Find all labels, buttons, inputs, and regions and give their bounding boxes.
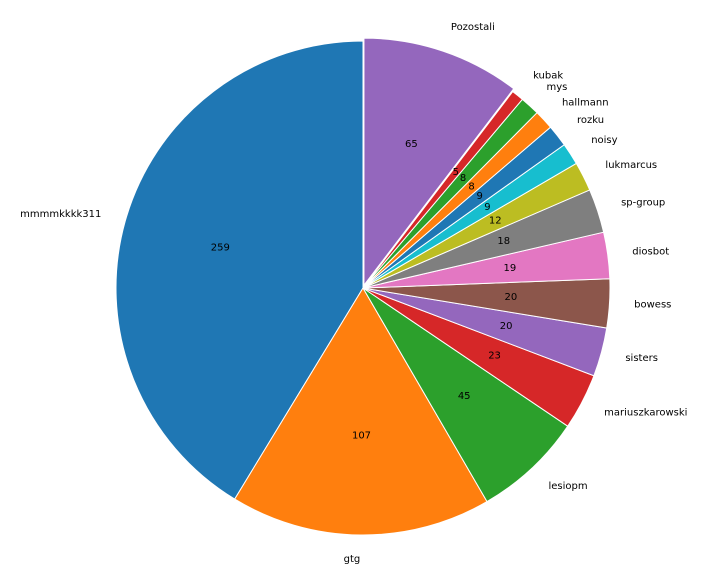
value-label: 5 xyxy=(453,167,459,178)
category-label: diosbot xyxy=(632,247,669,258)
value-label: 8 xyxy=(468,182,474,193)
pie-slice-pozostali xyxy=(363,37,515,287)
value-label: 23 xyxy=(488,351,501,362)
category-label: bowess xyxy=(634,300,671,311)
category-label: gtg xyxy=(344,554,361,565)
category-label: rozku xyxy=(577,115,604,126)
value-label: 20 xyxy=(500,321,513,332)
value-label: 65 xyxy=(405,139,418,150)
category-label: sp-group xyxy=(621,198,665,209)
value-label: 9 xyxy=(484,202,490,213)
category-label: hallmann xyxy=(562,97,609,108)
category-label: mmmmkkkk311 xyxy=(20,209,101,220)
value-label: 9 xyxy=(477,191,483,202)
value-label: 259 xyxy=(211,243,230,254)
value-label: 45 xyxy=(458,391,471,402)
category-label: lukmarcus xyxy=(605,160,657,171)
value-label: 12 xyxy=(489,216,502,227)
category-labels: mmmmkkkk311 gtg lesiopm mariuszkarowski sist… xyxy=(20,22,687,565)
category-label: mariuszkarowski xyxy=(604,408,687,419)
pie-slice-gtg xyxy=(234,287,488,536)
value-label: 20 xyxy=(505,292,518,303)
pie-slice-kubak xyxy=(362,90,524,289)
category-label: lesiopm xyxy=(549,481,588,492)
category-label: Pozostali xyxy=(451,22,495,33)
value-label: 19 xyxy=(504,263,517,274)
value-label: 107 xyxy=(352,431,371,442)
category-label: sisters xyxy=(625,353,658,364)
pie-slices xyxy=(115,37,611,536)
value-label: 8 xyxy=(460,173,466,184)
category-label: kubak xyxy=(533,71,563,82)
pie-slice-mmmmkkkk311 xyxy=(115,40,364,500)
category-label: noisy xyxy=(591,135,617,146)
category-label: mys xyxy=(547,82,568,93)
pie-slice-lesiopm xyxy=(362,287,569,503)
value-label: 18 xyxy=(497,236,510,247)
